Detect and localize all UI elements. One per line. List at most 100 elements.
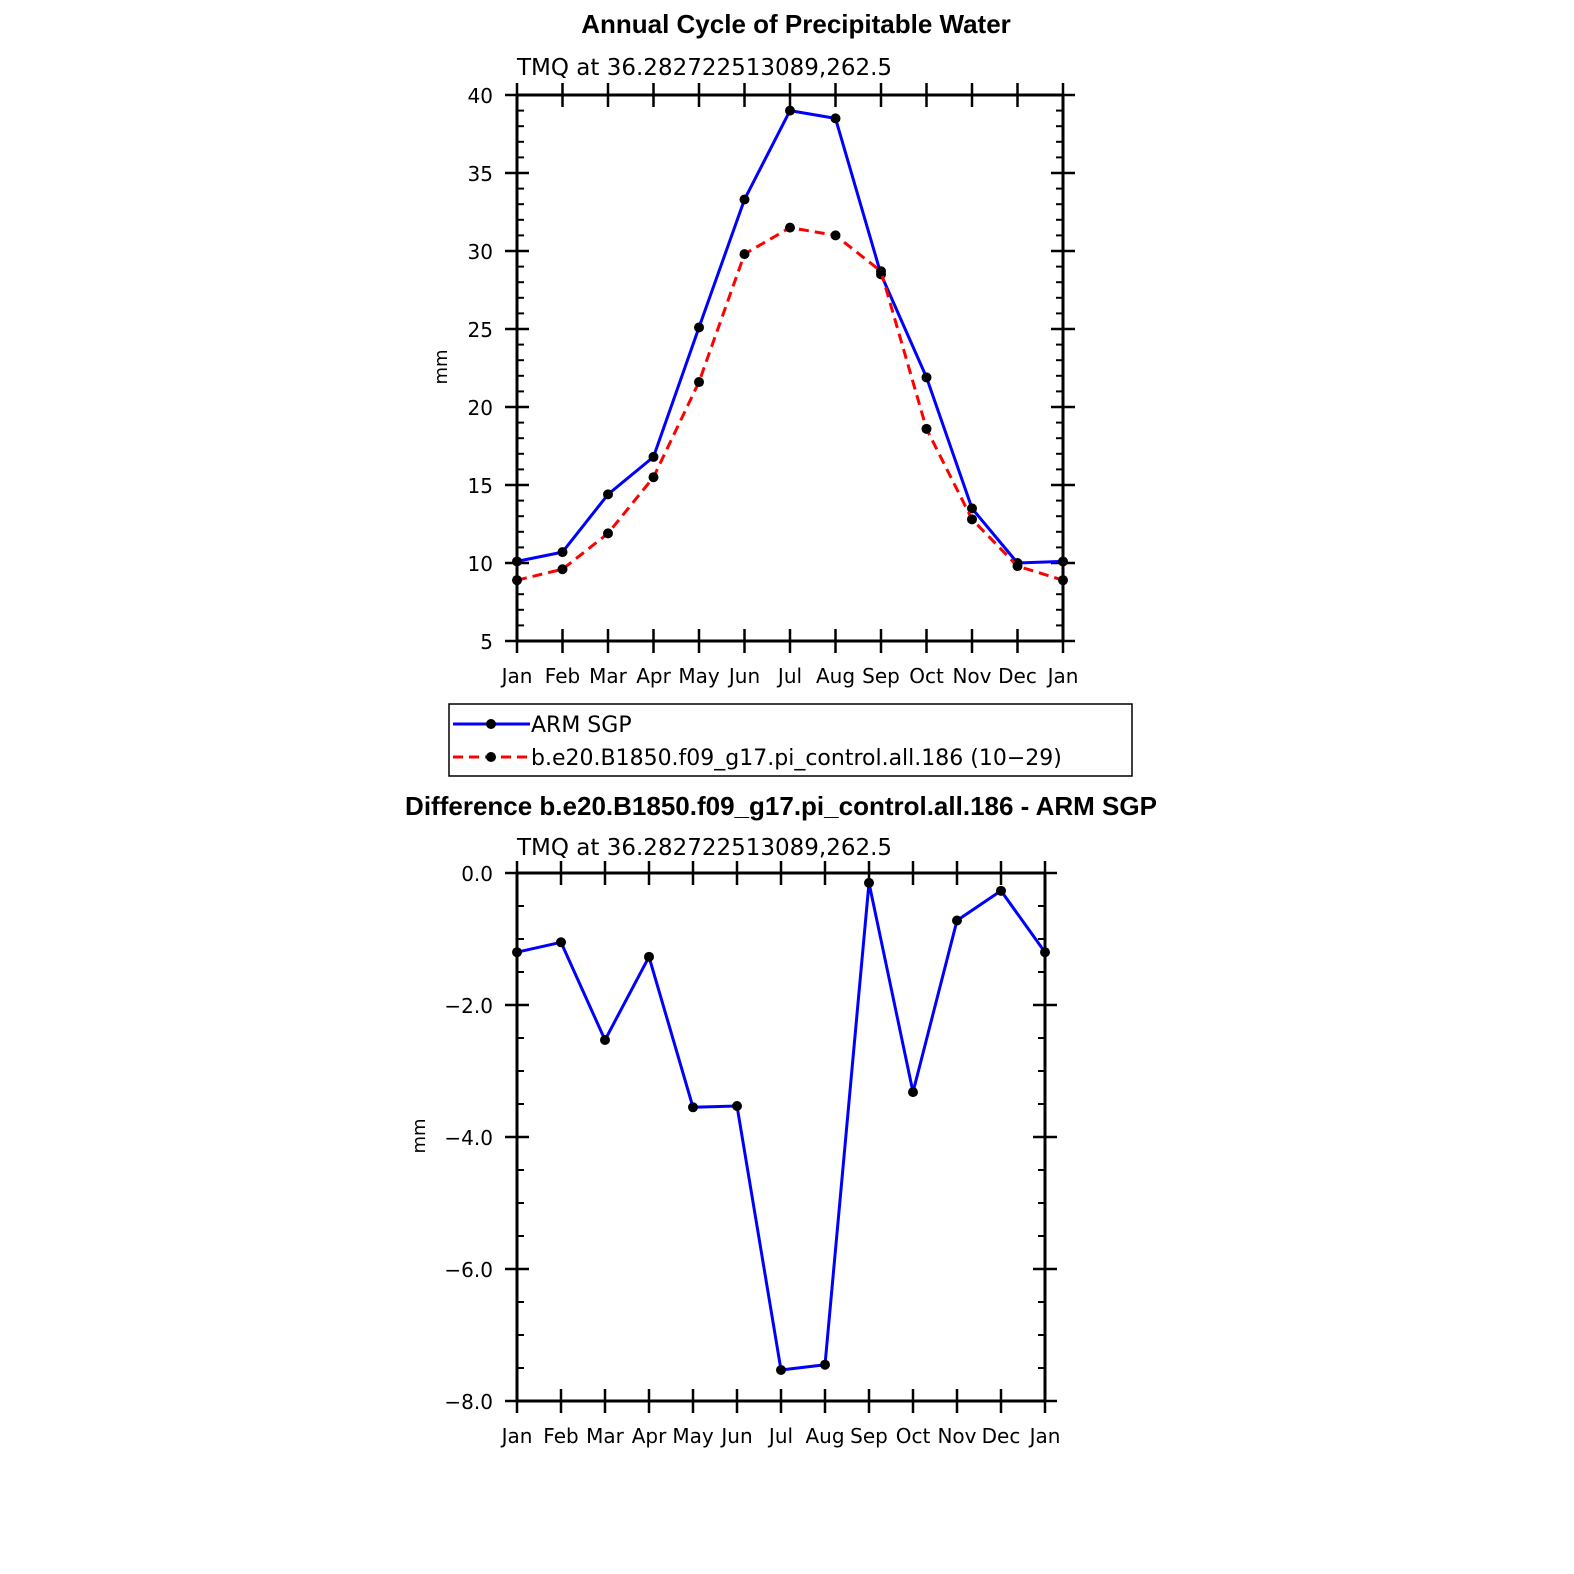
x-tick-label: Jan	[500, 1424, 533, 1448]
x-tick-label: Sep	[850, 1424, 888, 1448]
data-point	[876, 266, 886, 277]
data-point	[739, 249, 750, 260]
x-tick-label: Oct	[896, 1424, 931, 1448]
y-tick-label: −2.0	[444, 994, 493, 1018]
data-point	[557, 564, 568, 575]
data-point	[921, 372, 932, 383]
series-group	[512, 105, 1068, 586]
legend-label-arm-sgp: ARM SGP	[531, 713, 632, 738]
legend: ARM SGP b.e20.B1850.f09_g17.pi_control.a…	[448, 703, 1133, 777]
x-tick-label: Dec	[982, 1424, 1021, 1448]
data-point	[603, 528, 613, 539]
data-point	[600, 1034, 610, 1045]
y-tick-label: 15	[468, 474, 493, 498]
x-tick-label: Mar	[589, 664, 628, 688]
x-tick-label: Jan	[1028, 1424, 1061, 1448]
data-point	[1040, 947, 1050, 958]
axis-ticks	[505, 83, 1075, 653]
y-tick-label: 5	[480, 630, 493, 654]
x-tick-label: Feb	[545, 664, 580, 688]
y-tick-label: 10	[468, 552, 493, 576]
y-tick-label: 30	[468, 240, 493, 264]
x-tick-label: Nov	[937, 1424, 976, 1448]
x-tick-label: Aug	[816, 664, 855, 688]
data-point	[864, 877, 874, 888]
legend-marker-arm-sgp	[486, 719, 496, 729]
x-tick-label: Jul	[776, 664, 802, 688]
y-tick-label: −6.0	[444, 1258, 493, 1282]
y-tick-label: 25	[468, 318, 493, 342]
x-tick-labels: Jan Feb Mar Apr May Jun Jul Aug Sep Oct Nov Dec Jan	[500, 664, 1079, 688]
y-tick-label: 0.0	[461, 862, 493, 886]
data-point	[512, 556, 522, 567]
data-point	[648, 451, 659, 462]
chart-subtitle: TMQ at 36.282722513089,262.5	[516, 835, 892, 861]
y-axis-label: mm	[409, 1118, 430, 1153]
data-point	[1058, 556, 1068, 567]
data-point	[556, 937, 566, 948]
chart-title: Annual Cycle of Precipitable Water	[581, 9, 1011, 39]
data-point	[732, 1100, 742, 1111]
data-point	[1012, 561, 1023, 572]
legend-label-model: b.e20.B1850.f09_g17.pi_control.all.186 (…	[531, 746, 1062, 771]
plot-frame	[515, 871, 1047, 1403]
series-line-primary	[516, 881, 1047, 1372]
series-line-primary	[516, 109, 1064, 565]
x-tick-label: Feb	[543, 1424, 578, 1448]
legend-marker-model	[486, 752, 496, 762]
annual-cycle-chart: Annual Cycle of Precipitable Water TMQ a…	[431, 9, 1078, 688]
data-point	[688, 1102, 698, 1113]
data-point	[921, 423, 932, 434]
data-point	[830, 230, 841, 241]
data-point	[644, 951, 654, 962]
data-point	[557, 547, 568, 558]
data-point	[785, 105, 795, 116]
x-tick-label: Apr	[636, 664, 671, 688]
y-tick-labels: 5 10 15 20 25 30 35 40	[468, 84, 493, 654]
x-tick-label: May	[672, 1424, 714, 1448]
chart-title: Difference b.e20.B1850.f09_g17.pi_contro…	[405, 791, 1157, 821]
data-point	[967, 503, 977, 514]
x-tick-label: Jul	[767, 1424, 793, 1448]
y-tick-label: −8.0	[444, 1390, 493, 1414]
y-tick-label: −4.0	[444, 1126, 493, 1150]
legend-frame	[448, 703, 1133, 777]
data-point	[694, 377, 704, 388]
y-tick-labels: 0.0 −2.0 −4.0 −6.0 −8.0	[444, 862, 493, 1414]
y-tick-label: 40	[468, 84, 493, 108]
x-tick-label: Dec	[998, 664, 1037, 688]
x-tick-label: Sep	[862, 664, 900, 688]
difference-chart: Difference b.e20.B1850.f09_g17.pi_contro…	[405, 791, 1157, 1448]
series-line-secondary	[516, 226, 1064, 582]
y-tick-label: 35	[468, 162, 493, 186]
y-axis-label: mm	[431, 349, 452, 384]
data-point	[512, 575, 522, 586]
x-tick-label: May	[678, 664, 720, 688]
data-point	[694, 322, 704, 333]
axis-ticks	[505, 861, 1057, 1413]
data-point	[820, 1359, 830, 1370]
x-tick-labels: Jan Feb Mar Apr May Jun Jul Aug Sep Oct Nov Dec Jan	[500, 1424, 1061, 1448]
x-tick-label: Apr	[632, 1424, 667, 1448]
data-point	[830, 113, 841, 124]
data-point	[648, 472, 659, 483]
data-point	[603, 489, 613, 500]
data-point	[996, 885, 1006, 896]
data-point	[908, 1087, 918, 1098]
x-tick-label: Nov	[952, 664, 991, 688]
x-tick-label: Mar	[586, 1424, 625, 1448]
x-tick-label: Jun	[727, 664, 760, 688]
plot-frame	[515, 93, 1065, 643]
x-tick-label: Jan	[1046, 664, 1079, 688]
data-point	[967, 514, 977, 525]
data-point	[776, 1364, 786, 1375]
x-tick-label: Aug	[805, 1424, 844, 1448]
y-tick-label: 20	[468, 396, 493, 420]
x-tick-label: Oct	[909, 664, 944, 688]
series-group	[512, 877, 1050, 1375]
chart-subtitle: TMQ at 36.282722513089,262.5	[516, 55, 892, 81]
x-tick-label: Jan	[500, 664, 533, 688]
data-point	[785, 222, 795, 233]
data-point	[1058, 575, 1068, 586]
